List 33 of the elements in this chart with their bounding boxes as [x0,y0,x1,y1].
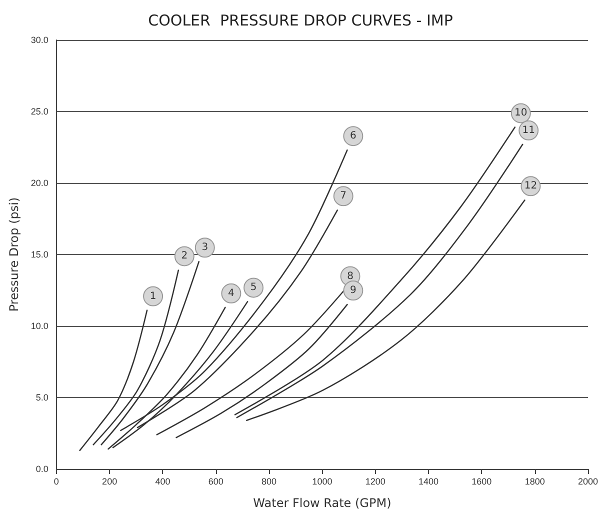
x-tick-label: 800 [262,476,277,486]
y-tick-label: 10.0 [30,321,48,331]
x-axis-title: Water Flow Rate (GPM) [253,496,392,510]
series-label: 7 [340,190,347,202]
series-label: 6 [350,130,356,142]
series-label: 12 [524,180,538,192]
y-tick-label: 5.0 [36,392,48,402]
x-tick-label: 0 [54,476,59,486]
series-label: 9 [350,285,356,296]
y-axis-title: Pressure Drop (psi) [7,197,21,312]
series-label: 10 [514,108,528,119]
x-tick-label: 400 [155,476,170,486]
y-tick-label: 0.0 [36,464,48,474]
y-tick-label: 15.0 [30,250,48,260]
y-tick-label: 25.0 [30,106,48,116]
x-tick-label: 1800 [524,476,545,486]
x-tick-label: 1400 [418,476,439,486]
x-tick-label: 600 [208,476,224,486]
series-label: 1 [150,290,156,302]
series-label: 2 [181,250,188,262]
series-label: 4 [228,288,234,299]
y-tick-label: 30.0 [30,35,48,45]
series-label: 11 [522,124,535,136]
x-tick-label: 200 [102,476,118,486]
x-tick-label: 1200 [365,476,386,486]
series-label: 8 [347,270,354,282]
y-tick-label: 20.0 [30,178,48,188]
x-tick-label: 2000 [578,476,598,486]
series-label: 3 [202,242,208,254]
x-tick-label: 1600 [472,476,492,486]
x-tick-label: 1000 [312,476,332,486]
chart-title: COOLER PRESSURE DROP CURVES - IMP [148,12,453,30]
series-label: 5 [250,282,257,294]
